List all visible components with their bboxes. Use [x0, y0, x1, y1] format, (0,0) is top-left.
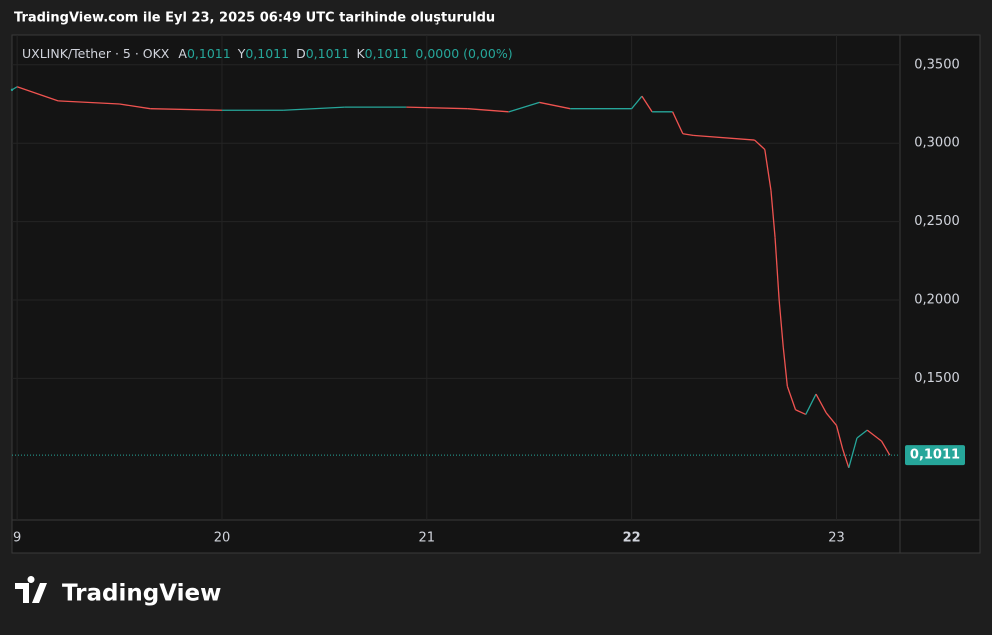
- legend-ohlc-value: 0,1011: [306, 46, 350, 61]
- price-segment: [770, 190, 776, 238]
- brand-name: TradingView: [62, 581, 221, 607]
- plot: [10, 35, 900, 520]
- last-price-badge: [905, 445, 965, 466]
- legend-ohlc-value: 0,1011: [187, 46, 231, 61]
- y-tick-label: 0,1500: [914, 371, 960, 386]
- price-segment: [641, 95, 653, 113]
- price-segment: [774, 237, 780, 301]
- price-segment: [406, 106, 468, 110]
- legend-text: UXLINK/Tether · 5 · OKX A0,1011 Y0,1011 D0,…: [22, 46, 513, 61]
- legend-ohlc-label: K: [356, 46, 365, 61]
- price-segment: [754, 139, 766, 150]
- price-segment: [672, 111, 684, 135]
- price-segment: [508, 101, 540, 113]
- last-price-label: 0,1011: [910, 448, 960, 463]
- legend-ohlc-label: D: [296, 46, 306, 61]
- price-segment: [539, 101, 571, 110]
- brand: TradingView: [15, 576, 221, 607]
- price-segment: [825, 412, 838, 426]
- price-segment: [778, 299, 784, 348]
- y-tick-label: 0,3000: [914, 136, 960, 151]
- y-tick-label: 0,3500: [914, 57, 960, 72]
- legend-ohlc-value: 0,1011: [245, 46, 289, 61]
- price-segment: [866, 429, 882, 442]
- price-segment: [467, 108, 509, 113]
- legend: UXLINK/Tether · 5 · OKX A0,1011 Y0,1011 D0,…: [22, 46, 513, 61]
- legend-symbol: UXLINK/Tether · 5 · OKX: [22, 46, 170, 61]
- price-segment: [786, 386, 797, 410]
- price-segment: [848, 437, 858, 468]
- x-tick-label: 21: [419, 531, 436, 546]
- y-tick-label: 0,2500: [914, 214, 960, 229]
- legend-ohlc-label: Y: [237, 46, 246, 61]
- price-segment: [283, 106, 345, 111]
- price-segment: [11, 86, 18, 91]
- chart-panel: [11, 34, 981, 554]
- price-segment: [682, 133, 694, 136]
- legend-change: 0,0000 (0,00%): [415, 46, 512, 61]
- price-segment: [150, 108, 222, 111]
- x-tick-label: 9: [13, 531, 21, 546]
- x-tick-label: 22: [623, 531, 641, 546]
- price-segment: [842, 448, 850, 468]
- legend-ohlc-value: 0,1011: [365, 46, 409, 61]
- header-title: TradingView.com ile Eyl 23, 2025 06:49 U…: [14, 11, 495, 26]
- x-tick-label: 23: [828, 531, 845, 546]
- price-segment: [795, 409, 807, 416]
- price-segment: [782, 346, 788, 387]
- y-tick-label: 0,2000: [914, 293, 960, 308]
- price-segment: [805, 393, 817, 415]
- price-segment: [631, 95, 643, 110]
- brand-logo: [15, 576, 47, 603]
- price-segment: [815, 393, 827, 414]
- legend-ohlc-label: A: [178, 46, 187, 61]
- price-segment: [835, 425, 844, 450]
- x-tick-label: 20: [214, 531, 231, 546]
- price-segment: [881, 440, 891, 456]
- price-segment: [764, 149, 772, 191]
- price-segment: [58, 100, 120, 105]
- price-segment: [16, 86, 59, 102]
- price-segment: [693, 134, 755, 141]
- price-segment: [856, 429, 868, 439]
- price-segment: [119, 103, 151, 110]
